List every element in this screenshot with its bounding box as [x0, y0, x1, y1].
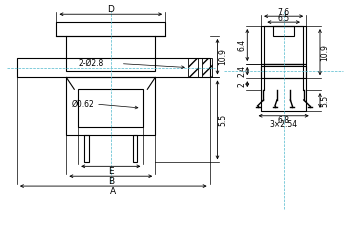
Bar [66, 77, 155, 135]
Text: 10.9: 10.9 [321, 44, 329, 61]
Text: 5.5: 5.5 [321, 94, 329, 106]
Text: 6.8: 6.8 [278, 116, 290, 125]
Bar [273, 26, 294, 36]
Text: 10.9: 10.9 [218, 48, 227, 65]
Text: 7.6: 7.6 [278, 8, 290, 17]
Text: 3×2.54: 3×2.54 [270, 120, 298, 129]
Bar [133, 135, 138, 162]
Bar [188, 58, 198, 77]
Text: D: D [107, 5, 114, 14]
Bar [261, 26, 306, 64]
Text: 6.5: 6.5 [278, 14, 290, 23]
Bar [78, 89, 144, 127]
Bar [261, 66, 306, 111]
Text: 2.4: 2.4 [238, 65, 247, 77]
Text: A: A [110, 187, 116, 196]
Text: 6.4: 6.4 [238, 39, 247, 51]
Bar [261, 64, 306, 78]
Bar [56, 22, 165, 36]
Bar [264, 26, 303, 64]
Text: 2-Ø2.8: 2-Ø2.8 [78, 59, 104, 68]
Text: B: B [108, 177, 114, 186]
Bar [264, 64, 303, 78]
Bar [66, 36, 155, 70]
Text: Ø0.62: Ø0.62 [71, 100, 94, 109]
Bar [202, 58, 211, 77]
Bar [84, 135, 89, 162]
Bar [17, 58, 210, 77]
Text: 5.5: 5.5 [218, 114, 227, 126]
Text: 2: 2 [238, 82, 247, 87]
Text: E: E [108, 167, 114, 176]
